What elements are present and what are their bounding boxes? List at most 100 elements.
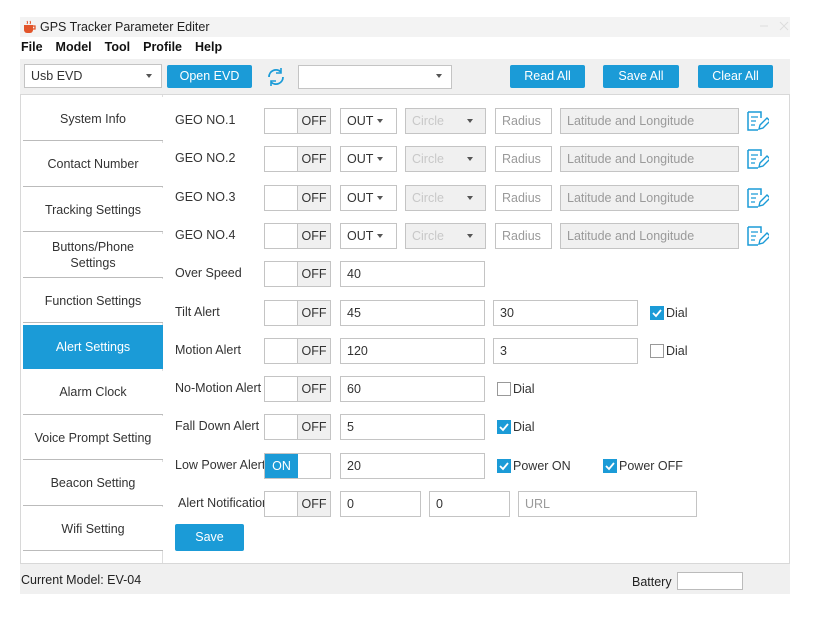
checkbox-label: Power ON	[513, 458, 571, 473]
minimize-button[interactable]	[758, 20, 770, 32]
row-label: No-Motion Alert	[175, 381, 262, 396]
text-input[interactable]: 3	[493, 337, 638, 364]
shape-select[interactable]: Circle	[405, 108, 486, 134]
toggle-label: OFF	[297, 492, 330, 516]
radius-input[interactable]: Radius	[495, 222, 552, 249]
toggle-switch[interactable]: OFF	[264, 376, 331, 403]
toggle-switch[interactable]: OFF	[264, 184, 331, 211]
row-label: GEO NO.3	[175, 189, 236, 204]
sidebar-label: System Info	[60, 111, 126, 126]
text-input[interactable]: 30	[493, 299, 638, 326]
clear-all-button[interactable]: Clear All	[698, 65, 773, 88]
shape-select[interactable]: Circle	[405, 184, 486, 211]
sidebar-item[interactable]: Beacon Setting	[23, 461, 163, 506]
text-input[interactable]: 40	[340, 261, 485, 288]
sidebar-item[interactable]: System Info	[23, 97, 163, 141]
toggle-switch[interactable]: OFF	[264, 222, 331, 249]
shape-select[interactable]: Circle	[405, 146, 486, 173]
status-bar	[20, 564, 790, 594]
location-input[interactable]: Latitude and Longitude	[560, 184, 739, 211]
text-input[interactable]: 20	[340, 452, 485, 479]
dropdown-arrow	[467, 119, 473, 123]
toggle-switch[interactable]: ON	[264, 452, 331, 479]
checkbox[interactable]	[497, 458, 511, 473]
checkbox[interactable]	[497, 382, 511, 397]
text-input[interactable]: URL	[518, 491, 697, 517]
sidebar-label: Buttons/Phone Settings	[51, 240, 134, 271]
menu-item[interactable]: Help	[195, 40, 223, 54]
toggle-switch[interactable]: OFF	[264, 299, 331, 326]
read-all-button[interactable]: Read All	[510, 65, 585, 88]
toggle-switch[interactable]: OFF	[264, 337, 331, 364]
sidebar-item[interactable]: Buttons/Phone Settings	[23, 233, 163, 278]
toggle-label: OFF	[297, 147, 330, 172]
edit-icon[interactable]	[745, 109, 769, 133]
row-label: GEO NO.1	[175, 113, 236, 127]
text-input[interactable]: 120	[340, 337, 485, 364]
close-button[interactable]	[778, 20, 790, 32]
edit-icon[interactable]	[745, 224, 769, 248]
toggle-label: OFF	[297, 377, 330, 402]
sidebar-item[interactable]: Voice Prompt Setting	[23, 416, 163, 461]
sidebar-item[interactable]: Wifi Setting	[23, 507, 163, 552]
text-input[interactable]: 5	[340, 414, 485, 441]
toggle-label: OFF	[297, 262, 330, 287]
mode-select[interactable]: OUT	[340, 222, 397, 249]
row-label: GEO NO.4	[175, 227, 236, 242]
text-input[interactable]: 45	[340, 299, 485, 326]
mode-select[interactable]: OUT	[340, 146, 397, 173]
device-select[interactable]	[298, 65, 452, 89]
menu-item[interactable]: Profile	[143, 40, 183, 54]
port-select[interactable]: Usb EVD	[24, 64, 162, 88]
toggle-switch[interactable]: OFF	[264, 261, 331, 288]
sidebar-item[interactable]: Alert Settings	[23, 325, 163, 369]
radius-input[interactable]: Radius	[495, 108, 552, 134]
text-input[interactable]: 0	[429, 491, 510, 517]
location-input[interactable]: Latitude and Longitude	[560, 108, 739, 134]
checkbox[interactable]	[603, 458, 617, 473]
location-input[interactable]: Latitude and Longitude	[560, 146, 739, 173]
row-label: Alert Notification	[178, 496, 270, 510]
sidebar-label: Beacon Setting	[50, 476, 136, 491]
sidebar-item[interactable]: Tracking Settings	[23, 188, 163, 233]
menu-bar: File Model Tool Profile Help	[21, 40, 222, 54]
app-icon	[24, 20, 36, 33]
sidebar-label: Function Settings	[44, 293, 142, 308]
sidebar-item[interactable]: Function Settings	[23, 279, 163, 324]
toggle-label: OFF	[297, 415, 330, 440]
menu-item[interactable]: File	[21, 40, 43, 54]
sidebar-item[interactable]: Contact Number	[23, 142, 163, 187]
location-input[interactable]: Latitude and Longitude	[560, 222, 739, 249]
save-all-button[interactable]: Save All	[603, 65, 679, 88]
radius-input[interactable]: Radius	[495, 184, 552, 211]
toggle-switch[interactable]: OFF	[264, 108, 331, 134]
save-button[interactable]: Save	[175, 524, 244, 551]
dropdown-arrow	[146, 74, 152, 78]
sidebar-item[interactable]: Alarm Clock	[23, 370, 163, 415]
refresh-icon[interactable]	[265, 66, 287, 88]
menu-item[interactable]: Model	[55, 40, 92, 54]
open-button[interactable]: Open EVD	[167, 65, 252, 88]
sidebar-label: Wifi Setting	[61, 521, 125, 536]
dropdown-arrow	[467, 157, 473, 162]
toggle-switch[interactable]: OFF	[264, 491, 331, 517]
toggle-switch[interactable]: OFF	[264, 414, 331, 441]
toggle-switch[interactable]: OFF	[264, 146, 331, 173]
mode-select[interactable]: OUT	[340, 108, 397, 134]
edit-icon[interactable]	[745, 147, 769, 171]
shape-select[interactable]: Circle	[405, 222, 486, 249]
menu-item[interactable]: Tool	[104, 40, 131, 54]
checkbox[interactable]	[650, 343, 664, 358]
toggle-label: OFF	[297, 185, 330, 210]
row-label: Fall Down Alert	[175, 419, 260, 434]
mode-select[interactable]: OUT	[340, 184, 397, 211]
checkbox-label: Dial	[513, 420, 535, 435]
edit-icon[interactable]	[745, 186, 769, 210]
row-label: Tilt Alert	[175, 304, 220, 319]
text-input[interactable]: 60	[340, 376, 485, 403]
dropdown-arrow	[436, 74, 442, 78]
checkbox[interactable]	[497, 420, 511, 435]
checkbox[interactable]	[650, 305, 664, 320]
radius-input[interactable]: Radius	[495, 146, 552, 173]
text-input[interactable]: 0	[340, 491, 421, 517]
